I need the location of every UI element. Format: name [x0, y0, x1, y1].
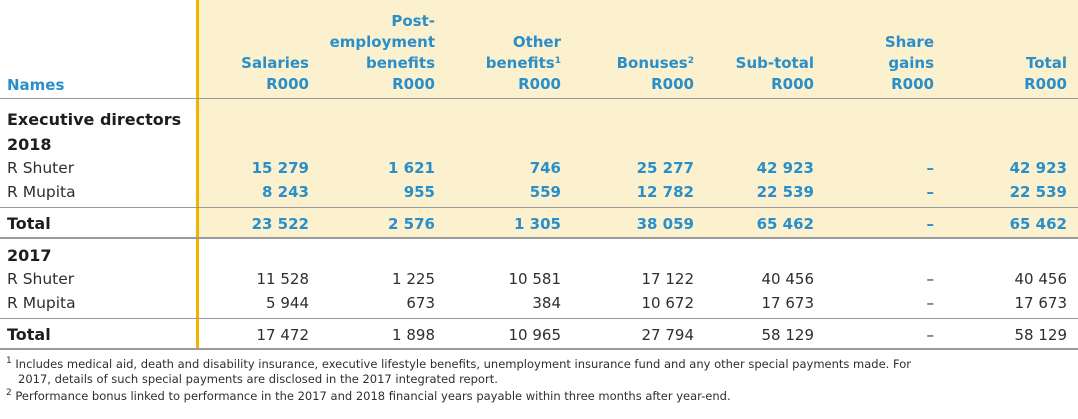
footnote-1-cont: 2017, details of such special payments a…	[18, 372, 498, 386]
total-header: Total R000	[1024, 54, 1067, 93]
names-column-divider	[196, 0, 199, 350]
footnote-1: 1 Includes medical aid, death and disabi…	[6, 356, 911, 372]
total-rule-2018-bottom	[0, 237, 1078, 239]
row-name: R Mupita	[7, 183, 76, 201]
row-name: R Shuter	[7, 270, 75, 288]
section-title: Executive directors	[7, 110, 182, 129]
year-2017: 2017	[7, 246, 52, 265]
subtotal-header: Sub-total R000	[735, 54, 814, 93]
total-rule-2017-top	[0, 318, 1078, 319]
names-header: Names	[7, 76, 65, 94]
total-rule-2017-bottom	[0, 348, 1078, 350]
row-name: R Mupita	[7, 294, 76, 312]
footnote-2: 2 Performance bonus linked to performanc…	[6, 388, 731, 404]
row-name: R Shuter	[7, 159, 75, 177]
total-rule-2018-top	[0, 207, 1078, 208]
bonuses-header: Bonuses2 R000	[616, 54, 694, 93]
2018-highlight-band	[199, 0, 1078, 238]
header-rule	[0, 98, 1078, 99]
year-2018: 2018	[7, 135, 52, 154]
salaries-header: Salaries R000	[241, 54, 309, 93]
other-benefits-header: Other benefits1 R000	[485, 33, 561, 93]
share-gains-header: Share gains R000	[884, 33, 934, 93]
post-employment-header: Post-employment benefits R000	[329, 12, 435, 93]
